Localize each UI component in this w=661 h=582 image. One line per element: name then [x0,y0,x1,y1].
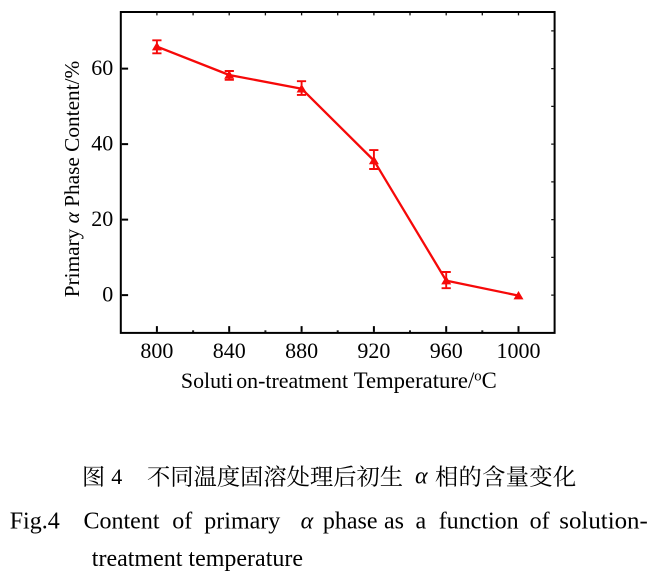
svg-text:phase: phase [323,509,378,535]
svg-text:60: 60 [91,55,113,80]
svg-text:20: 20 [91,206,113,231]
svg-text:as: as [384,509,404,535]
svg-text:920: 920 [357,338,390,363]
svg-text:880: 880 [285,338,318,363]
svg-text:of: of [172,509,192,535]
svg-text:840: 840 [213,338,246,363]
svg-text:800: 800 [140,338,173,363]
svg-text:Content: Content [84,509,160,535]
svg-text:primary: primary [204,509,280,535]
svg-text:0: 0 [102,281,113,306]
svg-text:treatment temperature: treatment temperature [92,546,303,572]
svg-text:1000: 1000 [497,338,541,363]
svg-text:function: function [439,509,519,535]
svg-text:4: 4 [111,464,122,489]
svg-text:solution-: solution- [559,509,648,535]
svg-text:40: 40 [91,130,113,155]
svg-text:Temperature/oC: Temperature/oC [354,368,497,393]
svg-text:α: α [301,509,314,535]
svg-text:α: α [415,464,428,490]
svg-text:960: 960 [430,338,463,363]
svg-text:Primary α Phase Content/%: Primary α Phase Content/% [60,60,84,297]
svg-text:Fig.4: Fig.4 [10,509,60,535]
svg-text:of: of [530,509,550,535]
svg-text:a: a [416,509,427,535]
